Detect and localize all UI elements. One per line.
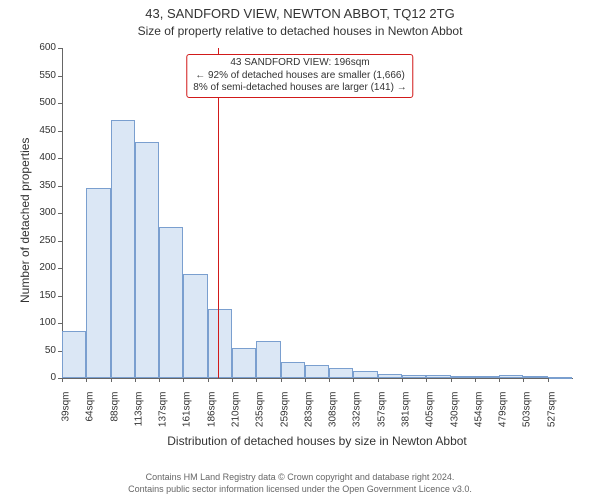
- y-tick-label: 0: [20, 372, 56, 383]
- y-tick-label: 550: [20, 70, 56, 81]
- x-tick-mark: [426, 378, 427, 382]
- histogram-bar: [232, 348, 256, 378]
- x-tick-label: 113sqm: [133, 392, 144, 436]
- x-tick-mark: [353, 378, 354, 382]
- histogram-bar: [256, 341, 280, 378]
- x-tick-mark: [111, 378, 112, 382]
- x-tick-label: 235sqm: [255, 392, 266, 436]
- y-tick-mark: [58, 131, 62, 132]
- x-tick-label: 161sqm: [182, 392, 193, 436]
- x-tick-mark: [86, 378, 87, 382]
- x-tick-mark: [475, 378, 476, 382]
- main-title: 43, SANDFORD VIEW, NEWTON ABBOT, TQ12 2T…: [0, 6, 600, 21]
- x-tick-mark: [523, 378, 524, 382]
- reference-line: [218, 48, 219, 378]
- x-tick-label: 405sqm: [425, 392, 436, 436]
- y-tick-label: 450: [20, 125, 56, 136]
- y-tick-label: 300: [20, 207, 56, 218]
- x-tick-label: 454sqm: [473, 392, 484, 436]
- histogram-bar: [305, 365, 329, 378]
- histogram-bar: [475, 376, 499, 378]
- histogram-bar: [62, 331, 86, 378]
- x-tick-mark: [62, 378, 63, 382]
- x-tick-label: 186sqm: [206, 392, 217, 436]
- x-axis-label: Distribution of detached houses by size …: [62, 434, 572, 448]
- footer-line2: Contains public sector information licen…: [0, 484, 600, 496]
- x-tick-label: 39sqm: [61, 392, 72, 436]
- y-tick-mark: [58, 48, 62, 49]
- annotation-line3: 8% of semi-detached houses are larger (1…: [193, 82, 406, 95]
- x-tick-mark: [548, 378, 549, 382]
- y-tick-mark: [58, 186, 62, 187]
- x-tick-label: 357sqm: [376, 392, 387, 436]
- x-tick-label: 308sqm: [328, 392, 339, 436]
- histogram-bar: [426, 375, 450, 378]
- x-tick-mark: [329, 378, 330, 382]
- histogram-bar: [135, 142, 159, 379]
- histogram-bar: [402, 375, 426, 378]
- x-tick-label: 64sqm: [85, 392, 96, 436]
- y-tick-mark: [58, 158, 62, 159]
- y-tick-label: 600: [20, 42, 56, 53]
- y-tick-label: 100: [20, 317, 56, 328]
- histogram-bar: [208, 309, 232, 378]
- histogram-bar: [378, 374, 402, 378]
- x-tick-mark: [135, 378, 136, 382]
- x-tick-label: 381sqm: [401, 392, 412, 436]
- x-tick-mark: [451, 378, 452, 382]
- x-tick-mark: [402, 378, 403, 382]
- x-tick-mark: [208, 378, 209, 382]
- x-tick-label: 503sqm: [522, 392, 533, 436]
- y-tick-label: 50: [20, 345, 56, 356]
- annotation-line1: 43 SANDFORD VIEW: 196sqm: [193, 57, 406, 70]
- footer: Contains HM Land Registry data © Crown c…: [0, 472, 600, 495]
- x-tick-label: 527sqm: [546, 392, 557, 436]
- x-tick-label: 283sqm: [303, 392, 314, 436]
- x-tick-mark: [499, 378, 500, 382]
- sub-title: Size of property relative to detached ho…: [0, 24, 600, 38]
- y-tick-label: 250: [20, 235, 56, 246]
- y-tick-label: 200: [20, 262, 56, 273]
- x-tick-mark: [159, 378, 160, 382]
- y-tick-mark: [58, 213, 62, 214]
- x-tick-label: 259sqm: [279, 392, 290, 436]
- y-tick-mark: [58, 103, 62, 104]
- histogram-bar: [499, 375, 523, 378]
- x-tick-label: 332sqm: [352, 392, 363, 436]
- histogram-bar: [159, 227, 183, 378]
- chart-wrapper: 43, SANDFORD VIEW, NEWTON ABBOT, TQ12 2T…: [0, 0, 600, 500]
- annotation-line2: ← 92% of detached houses are smaller (1,…: [193, 70, 406, 83]
- x-tick-label: 137sqm: [158, 392, 169, 436]
- histogram-bar: [329, 368, 353, 378]
- histogram-bar: [548, 377, 572, 379]
- histogram-bar: [451, 376, 475, 378]
- y-tick-mark: [58, 268, 62, 269]
- y-tick-label: 350: [20, 180, 56, 191]
- x-tick-mark: [281, 378, 282, 382]
- footer-line1: Contains HM Land Registry data © Crown c…: [0, 472, 600, 484]
- x-tick-mark: [256, 378, 257, 382]
- y-tick-mark: [58, 76, 62, 77]
- histogram-bar: [111, 120, 135, 379]
- x-tick-mark: [232, 378, 233, 382]
- histogram-bar: [353, 371, 377, 378]
- y-tick-mark: [58, 296, 62, 297]
- histogram-bar: [183, 274, 207, 379]
- y-tick-label: 500: [20, 97, 56, 108]
- histogram-bar: [86, 188, 110, 378]
- x-tick-label: 210sqm: [231, 392, 242, 436]
- x-tick-label: 479sqm: [498, 392, 509, 436]
- x-tick-mark: [183, 378, 184, 382]
- histogram-bar: [523, 376, 547, 378]
- x-tick-label: 430sqm: [449, 392, 460, 436]
- annotation-box: 43 SANDFORD VIEW: 196sqm ← 92% of detach…: [186, 54, 413, 98]
- y-tick-label: 150: [20, 290, 56, 301]
- x-tick-label: 88sqm: [109, 392, 120, 436]
- y-tick-mark: [58, 241, 62, 242]
- histogram-bar: [281, 362, 305, 379]
- y-tick-mark: [58, 323, 62, 324]
- y-tick-label: 400: [20, 152, 56, 163]
- x-tick-mark: [378, 378, 379, 382]
- x-tick-mark: [305, 378, 306, 382]
